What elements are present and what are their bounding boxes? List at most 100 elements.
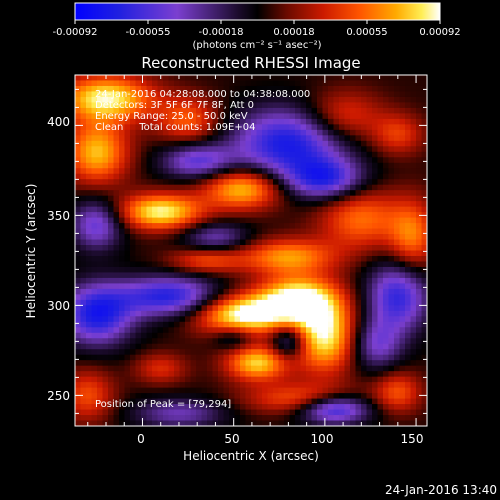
heatmap-cell xyxy=(119,173,126,180)
heatmap-cell xyxy=(383,321,390,328)
heatmap-cell xyxy=(223,91,230,98)
heatmap-cell xyxy=(130,184,137,191)
heatmap-cell xyxy=(306,250,313,257)
heatmap-cell xyxy=(405,179,412,186)
heatmap-cell xyxy=(196,261,203,268)
heatmap-cell xyxy=(201,135,208,142)
heatmap-cell xyxy=(229,102,236,109)
heatmap-cell xyxy=(229,420,236,426)
heatmap-cell xyxy=(372,250,379,257)
heatmap-cell xyxy=(410,184,417,191)
heatmap-cell xyxy=(152,217,159,224)
heatmap-cell xyxy=(234,234,241,241)
heatmap-cell xyxy=(278,135,285,142)
heatmap-cell xyxy=(350,245,357,252)
heatmap-cell xyxy=(201,151,208,158)
heatmap-cell xyxy=(355,283,362,290)
heatmap-cell xyxy=(212,360,219,367)
heatmap-cell xyxy=(344,245,351,252)
heatmap-cell xyxy=(163,360,170,367)
heatmap-cell xyxy=(185,146,192,153)
heatmap-cell xyxy=(273,173,280,180)
heatmap-cell xyxy=(383,107,390,114)
heatmap-cell xyxy=(190,288,197,295)
heatmap-cell xyxy=(75,129,82,136)
heatmap-cell xyxy=(350,140,357,147)
heatmap-cell xyxy=(97,277,104,284)
heatmap-cell xyxy=(130,113,137,120)
heatmap-cell xyxy=(223,146,230,153)
heatmap-cell xyxy=(267,288,274,295)
heatmap-cell xyxy=(201,283,208,290)
heatmap-cell xyxy=(185,129,192,136)
heatmap-cell xyxy=(207,310,214,317)
heatmap-cell xyxy=(366,327,373,334)
heatmap-cell xyxy=(234,228,241,235)
heatmap-cell xyxy=(130,201,137,208)
heatmap-cell xyxy=(218,124,225,131)
heatmap-cell xyxy=(245,343,252,350)
heatmap-cell xyxy=(130,179,137,186)
heatmap-cell xyxy=(91,376,98,383)
heatmap-cell xyxy=(119,146,126,153)
heatmap-cell xyxy=(383,245,390,252)
heatmap-cell xyxy=(234,217,241,224)
heatmap-cell xyxy=(157,190,164,197)
heatmap-cell xyxy=(152,299,159,306)
heatmap-cell xyxy=(80,168,87,175)
heatmap-cell xyxy=(223,299,230,306)
heatmap-cell xyxy=(141,277,148,284)
heatmap-cell xyxy=(240,371,247,378)
heatmap-cell xyxy=(174,91,181,98)
heatmap-cell xyxy=(75,310,82,317)
heatmap-cell xyxy=(86,234,93,241)
heatmap-cell xyxy=(388,228,395,235)
heatmap-cell xyxy=(289,305,296,312)
heatmap-cell xyxy=(267,113,274,120)
heatmap-cell xyxy=(163,206,170,213)
heatmap-cell xyxy=(108,371,115,378)
heatmap-cell xyxy=(372,255,379,263)
heatmap-cell xyxy=(251,343,258,350)
heatmap-cell xyxy=(240,124,247,131)
heatmap-cell xyxy=(212,162,219,169)
heatmap-cell xyxy=(300,299,307,306)
heatmap-cell xyxy=(306,338,313,345)
heatmap-cell xyxy=(394,124,401,131)
heatmap-cell xyxy=(262,349,269,356)
heatmap-cell xyxy=(190,266,197,274)
heatmap-cell xyxy=(333,277,340,284)
heatmap-cell xyxy=(295,272,302,279)
heatmap-cell xyxy=(399,228,406,235)
heatmap-cell xyxy=(240,157,247,164)
heatmap-cell xyxy=(80,277,87,284)
heatmap-cell xyxy=(333,168,340,175)
heatmap-cell xyxy=(152,124,159,131)
heatmap-cell xyxy=(174,140,181,147)
heatmap-cell xyxy=(339,140,346,147)
heatmap-cell xyxy=(421,135,427,142)
heatmap-cell xyxy=(223,102,230,109)
heatmap-cell xyxy=(141,349,148,356)
heatmap-cell xyxy=(328,382,335,389)
heatmap-cell xyxy=(377,283,384,290)
heatmap-cell xyxy=(124,173,131,180)
heatmap-cell xyxy=(317,299,324,306)
heatmap-cell xyxy=(212,234,219,241)
heatmap-cell xyxy=(218,382,225,389)
heatmap-cell xyxy=(130,404,137,411)
heatmap-cell xyxy=(383,118,390,125)
heatmap-cell xyxy=(311,376,318,383)
heatmap-cell xyxy=(201,250,208,257)
heatmap-cell xyxy=(410,294,417,301)
heatmap-cell xyxy=(201,277,208,284)
heatmap-cell xyxy=(223,327,230,334)
heatmap-cell xyxy=(102,223,109,230)
heatmap-cell xyxy=(361,245,368,252)
heatmap-cell xyxy=(394,409,401,416)
heatmap-cell xyxy=(245,195,252,202)
heatmap-cell xyxy=(372,179,379,186)
heatmap-cell xyxy=(355,223,362,230)
heatmap-cell xyxy=(416,387,423,394)
heatmap-cell xyxy=(289,299,296,306)
